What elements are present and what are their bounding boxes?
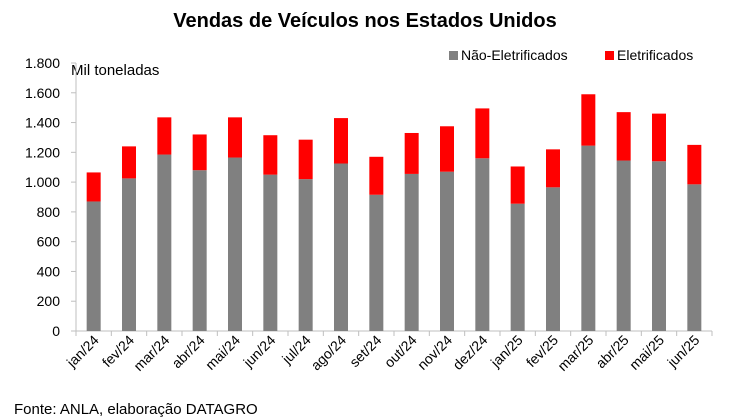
- x-tick-label: jan/24: [63, 332, 102, 371]
- y-tick-label: 1.200: [25, 144, 60, 160]
- y-tick-label: 1.600: [25, 85, 60, 101]
- x-tick-label: abr/25: [592, 332, 632, 372]
- source-note: Fonte: ANLA, elaboração DATAGRO: [14, 401, 258, 418]
- bar-eletrificados: [122, 146, 136, 179]
- bar-eletrificados: [475, 108, 490, 159]
- y-tick-label: 400: [37, 263, 61, 279]
- bar-eletrificados: [581, 94, 596, 146]
- legend-swatch: [605, 51, 614, 60]
- bar-nao-eletrificados: [228, 157, 242, 331]
- x-tick-label: dez/24: [449, 332, 490, 373]
- bar-eletrificados: [546, 149, 560, 188]
- bar-nao-eletrificados: [334, 163, 348, 331]
- bar-nao-eletrificados: [122, 178, 136, 331]
- bar-nao-eletrificados: [440, 171, 454, 331]
- y-tick-label: 200: [37, 293, 61, 309]
- bars: [86, 94, 702, 331]
- bar-eletrificados: [298, 139, 313, 180]
- bar-nao-eletrificados: [616, 160, 631, 331]
- x-tick-label: mai/25: [626, 332, 667, 373]
- bar-nao-eletrificados: [510, 203, 525, 331]
- legend: Não-Eletrificados Eletrificados: [449, 47, 693, 63]
- x-tick-label: abr/24: [168, 332, 208, 372]
- legend-swatch: [449, 51, 458, 60]
- bar-eletrificados: [404, 132, 419, 174]
- bar-nao-eletrificados: [652, 161, 666, 331]
- chart-title: Vendas de Veículos nos Estados Unidos: [173, 10, 556, 32]
- bar-eletrificados: [687, 144, 702, 185]
- y-tick-label: 0: [52, 323, 60, 339]
- bar-eletrificados: [510, 166, 525, 204]
- bar-eletrificados: [86, 172, 101, 202]
- x-tick-label: jun/24: [239, 332, 278, 371]
- x-tick-label: jun/25: [663, 332, 702, 371]
- bar-eletrificados: [440, 126, 454, 172]
- y-tick-label: 600: [37, 234, 61, 250]
- bar-nao-eletrificados: [581, 145, 596, 331]
- bar-nao-eletrificados: [298, 179, 313, 331]
- y-tick-label: 1.400: [25, 115, 60, 131]
- y-tick-label: 1.800: [25, 55, 60, 71]
- bar-nao-eletrificados: [86, 201, 101, 331]
- x-tick-label: nov/24: [414, 332, 455, 373]
- bar-eletrificados: [157, 117, 172, 155]
- y-tick-label: 800: [37, 204, 61, 220]
- y-axis: 0 200 400 600 800 1.000 1.200 1.400 1.600 1.800: [25, 55, 77, 339]
- bar-eletrificados: [192, 134, 207, 171]
- y-tick-label: 1.000: [25, 174, 60, 190]
- bar-nao-eletrificados: [369, 194, 384, 331]
- x-tick-label: mar/25: [554, 332, 596, 374]
- bar-nao-eletrificados: [546, 187, 560, 331]
- bar-eletrificados: [369, 156, 384, 195]
- x-tick-label: ago/24: [308, 332, 350, 374]
- bar-nao-eletrificados: [192, 170, 207, 331]
- legend-label: Não-Eletrificados: [461, 47, 568, 63]
- bar-eletrificados: [652, 113, 666, 162]
- x-tick-label: mar/24: [130, 332, 172, 374]
- bar-eletrificados: [616, 112, 631, 161]
- legend-label: Eletrificados: [617, 47, 693, 63]
- bar-nao-eletrificados: [687, 184, 702, 331]
- x-tick-label: set/24: [346, 332, 384, 370]
- bar-eletrificados: [334, 118, 348, 164]
- bar-nao-eletrificados: [263, 174, 278, 331]
- x-tick-label: jan/25: [487, 332, 526, 371]
- bar-eletrificados: [263, 135, 278, 175]
- x-tick-label: out/24: [381, 332, 420, 371]
- unit-label: Mil toneladas: [71, 62, 159, 79]
- bar-eletrificados: [228, 117, 242, 158]
- bar-nao-eletrificados: [404, 173, 419, 331]
- bar-nao-eletrificados: [475, 158, 490, 331]
- x-tick-label: mai/24: [202, 332, 243, 373]
- bar-nao-eletrificados: [157, 154, 172, 331]
